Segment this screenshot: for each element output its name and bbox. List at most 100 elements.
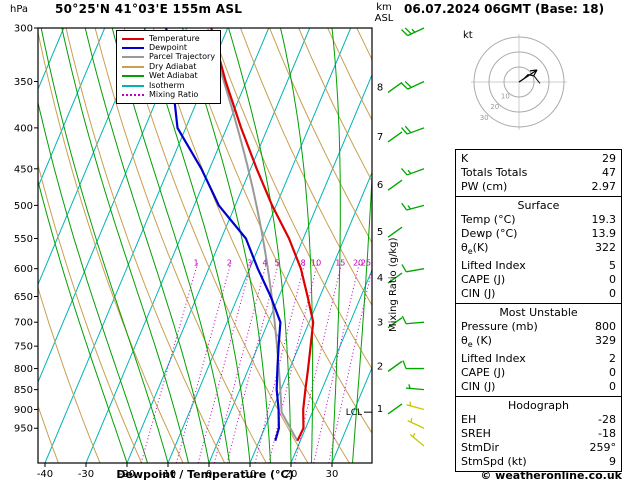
legend-item: Dry Adiabat <box>122 62 215 71</box>
copyright-note: © weatheronline.co.uk <box>480 469 622 482</box>
svg-text:8: 8 <box>377 82 383 93</box>
legend-swatch <box>122 84 144 87</box>
legend-swatch <box>122 94 144 97</box>
index-value: 9 <box>609 455 616 469</box>
svg-text:-40: -40 <box>37 469 53 480</box>
svg-text:25: 25 <box>361 259 371 268</box>
legend-item: Mixing Ratio <box>122 90 215 99</box>
index-value: 322 <box>595 241 616 254</box>
index-row: Totals Totals 47 <box>456 166 621 180</box>
altitude-axis-unit: km ASL <box>368 2 400 24</box>
svg-text:500: 500 <box>14 201 33 212</box>
svg-text:1: 1 <box>194 259 199 268</box>
index-row: SREH -18 <box>456 427 621 441</box>
svg-text:550: 550 <box>14 234 33 245</box>
index-value: 0 <box>609 380 616 394</box>
svg-text:700: 700 <box>14 318 33 329</box>
svg-text:20: 20 <box>490 103 499 111</box>
legend-item: Parcel Trajectory <box>122 53 215 62</box>
index-value: 29 <box>602 152 616 165</box>
index-label: CIN (J) <box>461 380 496 394</box>
index-value: 800 <box>595 320 616 334</box>
index-value: 0 <box>609 366 616 380</box>
index-label: SREH <box>461 427 491 441</box>
svg-text:450: 450 <box>14 164 33 175</box>
lcl-marker: LCL <box>346 408 372 418</box>
svg-text:400: 400 <box>14 123 33 134</box>
index-label: StmSpd (kt) <box>461 455 527 469</box>
index-row: θe (K) 329 <box>456 334 621 352</box>
index-row: CIN (J) 0 <box>456 380 621 394</box>
svg-text:2: 2 <box>377 361 383 372</box>
index-value: 259° <box>589 441 617 455</box>
svg-text:8: 8 <box>301 259 306 268</box>
wind-barb-column <box>401 27 425 447</box>
svg-text:4: 4 <box>262 259 267 268</box>
legend-label: Dry Adiabat <box>149 61 197 71</box>
dewpoint-curve <box>165 28 282 442</box>
mixing-ratio-axis-label: Mixing Ratio (g/kg) <box>388 237 399 332</box>
svg-text:20: 20 <box>353 259 363 268</box>
hodograph-unit-label: kt <box>463 30 473 41</box>
svg-text:3: 3 <box>247 259 252 268</box>
index-row: StmDir 259° <box>456 441 621 455</box>
legend-swatch <box>122 37 144 40</box>
legend-label: Parcel Trajectory <box>149 52 216 62</box>
svg-text:850: 850 <box>14 385 33 396</box>
svg-text:30: 30 <box>326 469 339 480</box>
indices-panel: K 29 Totals Totals 47 PW (cm) 2.97 Surface Temp… <box>455 149 622 473</box>
svg-text:350: 350 <box>14 77 33 88</box>
pressure-unit-label: hPa <box>10 4 29 15</box>
legend-label: Mixing Ratio <box>149 90 199 100</box>
dry-adiabat-lines <box>38 28 372 463</box>
index-value: 0 <box>609 287 616 301</box>
wet-adiabat-lines <box>38 28 372 463</box>
index-row: θe(K) 322 <box>456 241 621 259</box>
index-label: Totals Totals <box>461 166 528 179</box>
svg-text:3: 3 <box>377 318 383 329</box>
legend-swatch <box>122 65 144 68</box>
index-row: Temp (°C) 19.3 <box>456 213 621 227</box>
index-section: K 29 Totals Totals 47 PW (cm) 2.97 <box>455 149 622 197</box>
svg-text:-30: -30 <box>78 469 94 480</box>
x-axis-title: Dewpoint / Temperature (°C) <box>116 468 294 481</box>
index-label: θe(K) <box>461 241 489 257</box>
index-row: Lifted Index 5 <box>456 259 621 273</box>
index-label: K <box>461 152 469 165</box>
index-section-title: Surface <box>517 199 560 212</box>
svg-text:LCL: LCL <box>346 408 362 418</box>
svg-text:10: 10 <box>501 93 510 101</box>
index-label: CAPE (J) <box>461 366 506 380</box>
svg-text:30: 30 <box>480 114 489 122</box>
index-section: Most Unstable Pressure (mb) 800 θe (K) 329 Li… <box>455 303 622 398</box>
index-label: PW (cm) <box>461 180 508 193</box>
svg-text:4: 4 <box>377 273 383 284</box>
svg-text:800: 800 <box>14 364 33 375</box>
run-datetime: 06.07.2024 06GMT (Base: 18) <box>404 2 605 16</box>
parcel-trajectory-curve <box>206 28 299 442</box>
svg-text:15: 15 <box>335 259 345 268</box>
legend-item: Temperature <box>122 34 215 43</box>
index-label: CIN (J) <box>461 287 496 301</box>
index-row: CAPE (J) 0 <box>456 366 621 380</box>
svg-text:20: 20 <box>285 469 298 480</box>
index-label: Temp (°C) <box>461 213 516 226</box>
index-value: 19.3 <box>591 213 617 226</box>
pressure-axis-labels: 300 350 400 450 500 550 600 650 700 750 800 850 900 9… <box>14 24 38 435</box>
index-value: 13.9 <box>591 227 617 240</box>
index-row: EH -28 <box>456 413 621 427</box>
svg-text:2: 2 <box>227 259 232 268</box>
index-label: Pressure (mb) <box>461 320 538 334</box>
index-row: PW (cm) 2.97 <box>456 180 621 194</box>
svg-text:-10: -10 <box>160 469 176 480</box>
svg-text:900: 900 <box>14 405 33 416</box>
index-row: CIN (J) 0 <box>456 287 621 301</box>
svg-text:5: 5 <box>377 227 383 238</box>
legend-label: Temperature <box>149 33 200 43</box>
legend-label: Isotherm <box>149 80 185 90</box>
plot-area <box>38 28 372 463</box>
station-title: 50°25'N 41°03'E 155m ASL <box>55 2 243 16</box>
